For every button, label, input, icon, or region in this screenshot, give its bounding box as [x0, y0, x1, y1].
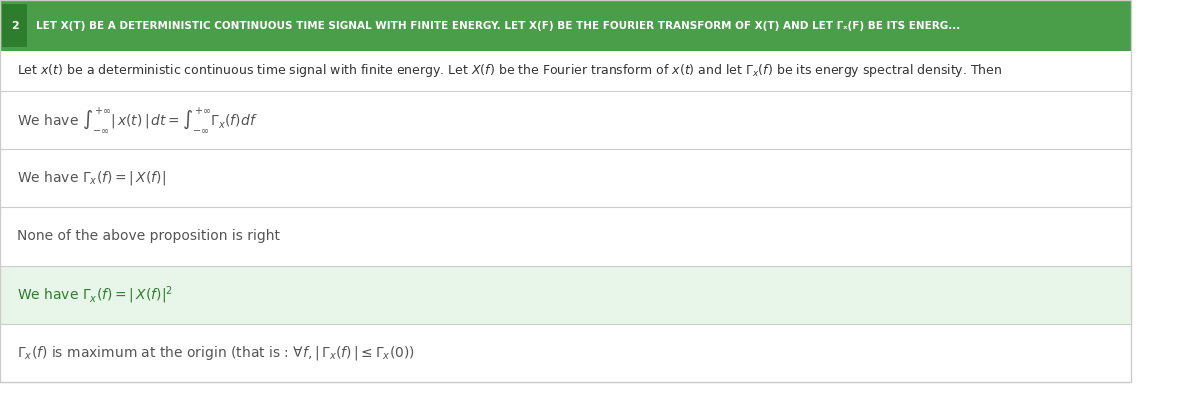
Text: We have $\int_{-\infty}^{+\infty} |\, x(t)\, |\, dt = \int_{-\infty}^{+\infty} \: We have $\int_{-\infty}^{+\infty} |\, x(… — [17, 105, 258, 134]
FancyBboxPatch shape — [0, 324, 1130, 382]
Text: LET X(T) BE A DETERMINISTIC CONTINUOUS TIME SIGNAL WITH FINITE ENERGY. LET X(F) : LET X(T) BE A DETERMINISTIC CONTINUOUS T… — [36, 20, 960, 31]
Text: 2: 2 — [11, 20, 18, 31]
Text: $\Gamma_x(f)$ is maximum at the origin (that is : $\forall f, |\, \Gamma_x(f)\, : $\Gamma_x(f)$ is maximum at the origin (… — [17, 344, 415, 362]
Text: None of the above proposition is right: None of the above proposition is right — [17, 229, 280, 243]
Text: Let $x(t)$ be a deterministic continuous time signal with finite energy. Let $X(: Let $x(t)$ be a deterministic continuous… — [17, 62, 1002, 80]
Text: We have $\Gamma_x(f) =|\, X(f)|^2$: We have $\Gamma_x(f) =|\, X(f)|^2$ — [17, 284, 173, 305]
FancyBboxPatch shape — [0, 149, 1130, 207]
FancyBboxPatch shape — [0, 91, 1130, 149]
FancyBboxPatch shape — [2, 4, 28, 47]
Text: We have $\Gamma_x(f) =|\, X(f)|$: We have $\Gamma_x(f) =|\, X(f)|$ — [17, 169, 166, 187]
FancyBboxPatch shape — [0, 0, 1130, 51]
FancyBboxPatch shape — [0, 207, 1130, 266]
FancyBboxPatch shape — [0, 266, 1130, 324]
FancyBboxPatch shape — [0, 51, 1130, 91]
